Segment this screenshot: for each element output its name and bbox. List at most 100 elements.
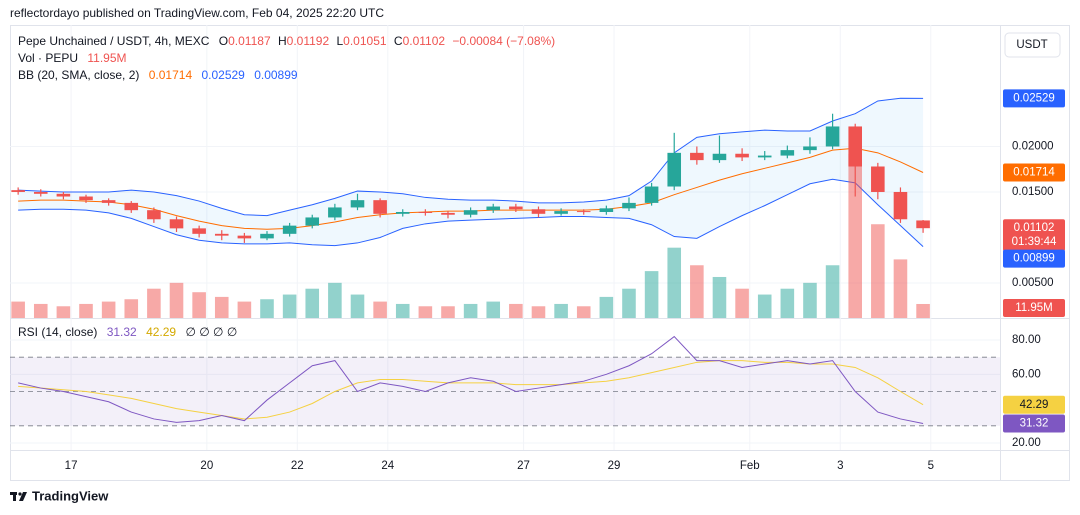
x-tick-label: 29: [608, 460, 621, 472]
candle-body: [712, 153, 727, 161]
bb-basis-value: 0.01714: [149, 68, 193, 82]
volume-bar: [463, 303, 478, 318]
volume-bar: [124, 299, 139, 318]
candle-body: [56, 193, 71, 197]
candle-body: [690, 152, 704, 161]
rsi-ma: [18, 360, 924, 420]
volume-bar: [79, 303, 93, 318]
bb-basis-last-box: [1003, 163, 1065, 182]
candle-body: [237, 235, 252, 239]
x-tick-label: 3: [837, 460, 843, 472]
candle-body: [395, 211, 410, 214]
volume-bar: [11, 301, 25, 318]
l-value: 0.01051: [343, 34, 387, 48]
candle-body: [825, 126, 840, 147]
y-tick-label: 0.00500: [1012, 277, 1054, 289]
candle-body: [757, 155, 772, 158]
bb-name: BB (20, SMA, close, 2): [18, 68, 139, 82]
rsi-line: [18, 335, 924, 425]
x-tick-label: 20: [200, 460, 213, 472]
volume-bar: [441, 306, 455, 318]
rsi-last-label: 31.32: [1020, 418, 1049, 430]
candle-body: [169, 219, 184, 229]
volume-bar: [237, 301, 252, 318]
volume-bar: [531, 306, 546, 318]
volume-bar: [282, 294, 297, 318]
legend-bb: BB (20, SMA, close, 2) 0.01714 0.02529 0…: [18, 68, 298, 82]
volume-value: 11.95M: [87, 51, 126, 65]
rsi-name: RSI (14, close): [18, 325, 97, 339]
symbol-title: Pepe Unchained / USDT, 4h, MEXC: [18, 34, 210, 48]
candle-body: [599, 208, 614, 212]
volume-bar: [192, 292, 206, 318]
rsi-ma-last-box: [1003, 395, 1065, 414]
candle-body: [780, 150, 795, 156]
countdown: 01:39:44: [1012, 236, 1057, 248]
candle-body: [350, 200, 365, 208]
candle-body: [373, 200, 387, 214]
volume-bar: [418, 306, 433, 318]
logo-part: [18, 492, 22, 496]
volume-bar: [373, 301, 387, 318]
volume-bar: [848, 153, 862, 318]
marks: 17 20 22 24 27 29 Feb 3 5 0.00500 0.01500 0.02000 20…: [10, 25, 1065, 472]
candle-body: [124, 202, 139, 211]
candle-body: [33, 191, 48, 194]
volume-bar: [576, 306, 591, 318]
frame: [10, 25, 1070, 481]
published-note: reflectordayo published on TradingView.c…: [10, 6, 384, 20]
candle-body: [916, 220, 930, 229]
rsi-tick-label: 20.00: [1012, 437, 1041, 449]
bb-lower-last-box: [1003, 249, 1065, 268]
volume-bar: [893, 259, 908, 318]
change: −0.00084 (−7.08%): [452, 34, 555, 48]
candle-body: [486, 206, 501, 211]
candle-body: [463, 210, 478, 215]
candle-body: [214, 233, 229, 236]
volume-bar: [305, 288, 320, 318]
candle-body: [893, 191, 908, 220]
volume-bar: [780, 288, 795, 318]
candle-body: [147, 210, 161, 220]
bb-upper-last-label: 0.02529: [1013, 92, 1055, 104]
candle-body: [531, 209, 546, 214]
bb-lower: [18, 178, 924, 248]
x-tick-label: 17: [65, 460, 78, 472]
legend-main: Pepe Unchained / USDT, 4h, MEXC O0.01187…: [18, 34, 555, 48]
candle-body: [192, 228, 206, 234]
bb-upper-value: 0.02529: [201, 68, 245, 82]
bb-fill: [18, 98, 924, 247]
bb-basis-last-label: 0.01714: [1013, 167, 1055, 179]
currency-button[interactable]: [1004, 32, 1061, 58]
volume-last-label: 11.95M: [1015, 302, 1053, 314]
rsi-ma-last-label: 42.29: [1020, 399, 1049, 411]
c-label: C: [394, 34, 403, 48]
volume-bar: [871, 224, 885, 318]
candle-body: [554, 211, 568, 214]
volume-bar: [169, 282, 184, 318]
rsi-tick-label: 80.00: [1012, 334, 1041, 346]
brand-logo: [10, 492, 27, 501]
volume-bar: [554, 303, 568, 318]
currency[interactable]: USDT: [1016, 39, 1047, 51]
bb-upper: [18, 97, 924, 217]
last-price-box: [1003, 219, 1065, 252]
x-tick-label: 24: [381, 460, 394, 472]
candle-body: [509, 206, 523, 210]
y-tick-label: 0.02000: [1012, 141, 1054, 153]
volume-bar: [757, 294, 772, 318]
candle-body: [260, 233, 274, 239]
candle-body: [735, 153, 749, 158]
candle-body: [848, 126, 862, 167]
h-label: H: [278, 34, 287, 48]
volume-bar: [735, 288, 749, 318]
volume-bar: [644, 271, 659, 318]
volume-bar: [712, 276, 727, 318]
volume-bar: [622, 288, 636, 318]
bb-lower-last-label: 0.00899: [1013, 253, 1055, 265]
volume-name: Vol · PEPU: [18, 51, 78, 65]
volume-bar: [825, 265, 840, 318]
volume-bar: [350, 294, 365, 318]
l-label: L: [336, 34, 343, 48]
